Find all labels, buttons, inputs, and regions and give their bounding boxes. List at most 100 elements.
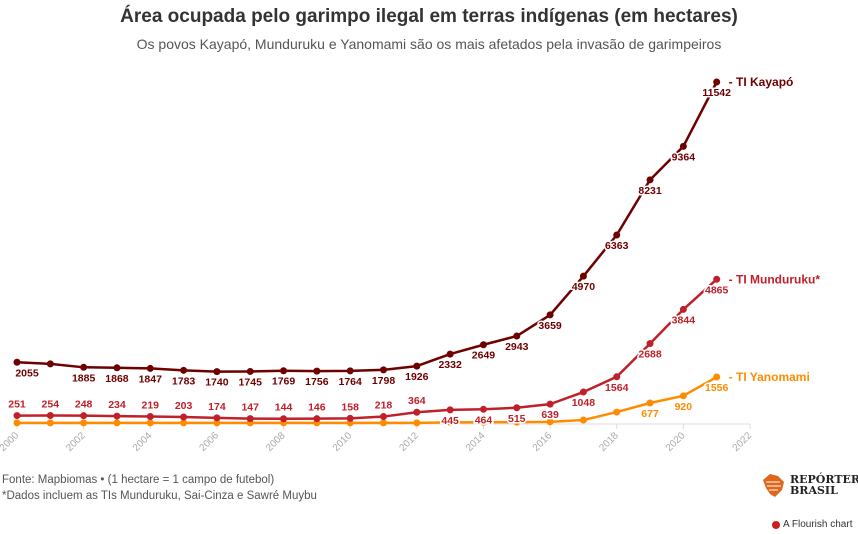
data-label: 4865 [705, 284, 729, 296]
data-point [180, 419, 188, 427]
x-tick-label: 2010 [331, 430, 355, 454]
x-tick-label: 2012 [397, 430, 421, 454]
logo-line2: BRASIL [790, 484, 838, 497]
data-label: 3659 [538, 320, 562, 332]
data-label: 1764 [339, 376, 363, 388]
data-label: 2332 [438, 359, 462, 371]
data-point [180, 413, 188, 421]
data-point [446, 406, 454, 414]
data-point [546, 311, 554, 319]
brazil-map-icon [763, 474, 784, 497]
x-tick-label: 2016 [531, 430, 555, 454]
data-point [679, 305, 687, 313]
data-label: 1783 [172, 375, 196, 387]
data-label: 677 [641, 408, 659, 420]
data-label: 920 [675, 401, 693, 413]
x-tick-label: 2018 [597, 430, 621, 454]
data-point [113, 419, 121, 427]
data-label: 1926 [405, 371, 429, 383]
data-point [280, 415, 288, 423]
logo-line1: REPÓRTER [790, 473, 858, 486]
data-label: 4970 [572, 281, 596, 293]
data-point [546, 400, 554, 408]
data-label: 1868 [105, 373, 129, 385]
data-point [80, 363, 88, 371]
line-chart: 2000 2002 2004 2006 2008 2010 2012 2014 2016 2018… [0, 75, 820, 454]
x-tick-label: 2022 [731, 430, 755, 454]
data-point [513, 418, 521, 426]
x-tick-label: 2002 [64, 430, 88, 454]
data-point [146, 419, 154, 427]
data-point [113, 364, 121, 372]
data-point [346, 414, 354, 422]
data-point [713, 78, 721, 86]
series-line-1 [16, 278, 718, 420]
data-point [13, 358, 21, 366]
data-label: 248 [75, 399, 93, 411]
data-point [280, 367, 288, 375]
data-point [479, 418, 487, 426]
data-point [46, 411, 54, 419]
data-label: 11542 [702, 87, 731, 99]
data-label: 445 [441, 415, 459, 427]
data-point [380, 419, 387, 427]
x-tick-label: 2014 [464, 430, 488, 454]
data-label: 364 [408, 395, 426, 407]
data-point [713, 275, 721, 283]
data-point [146, 413, 154, 421]
x-tick-label: 2004 [131, 430, 155, 454]
data-point [313, 367, 321, 375]
data-point [46, 419, 54, 427]
data-point [646, 340, 654, 348]
data-point [213, 414, 221, 422]
data-point [146, 364, 154, 372]
data-label: 1745 [239, 376, 263, 388]
data-label: 1556 [705, 382, 729, 394]
data-point [213, 419, 221, 427]
data-label: 464 [475, 414, 493, 426]
data-point [579, 416, 587, 424]
data-point [13, 419, 21, 427]
data-label: 218 [375, 400, 393, 412]
data-point [679, 392, 687, 400]
data-point [246, 367, 254, 375]
data-point [513, 332, 521, 340]
reporter-brasil-logo[interactable]: REPÓRTER BRASIL [760, 472, 858, 498]
x-tick-label: 2020 [664, 430, 688, 454]
flourish-credit[interactable]: A Flourish chart [772, 519, 852, 530]
data-label: 1798 [372, 375, 396, 387]
data-point [313, 415, 321, 423]
data-point [413, 408, 421, 416]
data-point [479, 405, 487, 413]
data-label: 3844 [672, 314, 696, 326]
source-note: Fonte: Mapbiomas • (1 hectare = 1 campo … [2, 474, 275, 486]
data-label: 1048 [572, 397, 596, 409]
data-label: 639 [541, 409, 559, 421]
x-tick-label: 2006 [198, 430, 222, 454]
data-point [579, 272, 587, 280]
data-label: 174 [208, 401, 226, 413]
data-point [446, 418, 454, 426]
data-label: 1769 [272, 376, 296, 388]
chart-title: Área ocupada pelo garimpo ilegal em terr… [120, 6, 738, 27]
data-point [80, 412, 88, 420]
data-label: 1564 [605, 382, 629, 394]
data-point [679, 142, 687, 150]
flourish-label: A Flourish chart [783, 519, 853, 530]
data-point [413, 362, 421, 370]
data-label: 8231 [638, 185, 662, 197]
data-label: 146 [308, 402, 326, 414]
series-line-0 [16, 81, 718, 373]
data-label: 144 [275, 402, 293, 414]
data-label: 515 [508, 413, 526, 425]
data-point [713, 373, 721, 381]
data-label: 1885 [72, 372, 96, 384]
data-point [80, 419, 88, 427]
data-label: 9364 [672, 151, 696, 163]
data-label: 6363 [605, 240, 629, 252]
data-point [13, 412, 21, 420]
data-label: 203 [175, 400, 193, 412]
flourish-icon [772, 520, 780, 529]
data-label: 2055 [15, 367, 39, 379]
data-point [613, 373, 621, 381]
